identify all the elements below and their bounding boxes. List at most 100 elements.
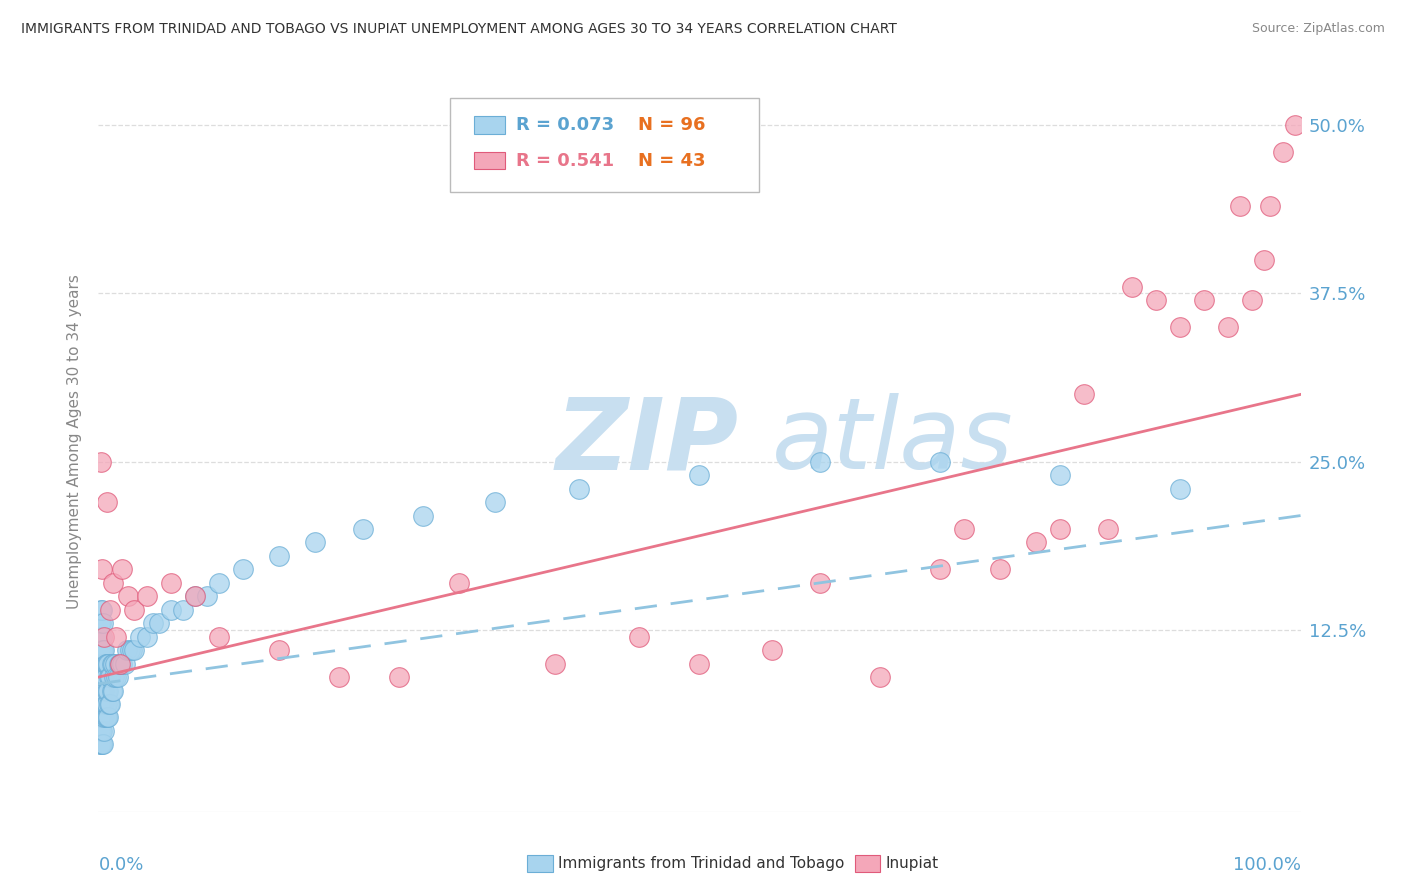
Point: [91, 670, 114, 684]
Point: [568, 482, 591, 496]
Text: Immigrants from Trinidad and Tobago: Immigrants from Trinidad and Tobago: [558, 856, 845, 871]
Point: [808, 455, 831, 469]
Point: [100, 670, 122, 684]
Point: [91, 738, 114, 752]
Point: [89, 616, 111, 631]
Point: [100, 657, 122, 671]
Point: [172, 603, 194, 617]
Point: [90, 683, 112, 698]
Point: [91, 697, 114, 711]
Point: [988, 562, 1011, 576]
Point: [89, 657, 111, 671]
Point: [1170, 320, 1192, 334]
Point: [1194, 293, 1216, 308]
Point: [121, 643, 143, 657]
Point: [118, 643, 141, 657]
Point: [91, 670, 114, 684]
Point: [544, 657, 567, 671]
Text: 100.0%: 100.0%: [1233, 856, 1301, 874]
Point: [100, 683, 122, 698]
Point: [97, 657, 120, 671]
Point: [90, 738, 112, 752]
Point: [105, 670, 128, 684]
Point: [93, 723, 115, 738]
Point: [107, 670, 129, 684]
Text: atlas: atlas: [772, 393, 1014, 490]
Point: [808, 575, 831, 590]
Point: [1121, 279, 1143, 293]
Point: [183, 590, 205, 604]
Point: [1097, 522, 1119, 536]
Point: [135, 630, 157, 644]
Point: [94, 670, 117, 684]
Point: [267, 549, 290, 563]
Point: [124, 603, 146, 617]
Point: [628, 630, 651, 644]
Point: [114, 657, 136, 671]
Point: [91, 710, 114, 724]
Point: [928, 455, 950, 469]
Point: [388, 670, 411, 684]
Point: [208, 575, 231, 590]
Y-axis label: Unemployment Among Ages 30 to 34 years: Unemployment Among Ages 30 to 34 years: [66, 274, 82, 609]
Point: [1170, 482, 1192, 496]
Point: [208, 630, 231, 644]
Point: [412, 508, 434, 523]
Point: [90, 616, 112, 631]
Point: [304, 535, 326, 549]
Point: [1271, 145, 1294, 160]
Point: [267, 643, 290, 657]
Point: [484, 495, 506, 509]
Point: [124, 643, 146, 657]
Text: N = 96: N = 96: [638, 116, 706, 134]
Point: [90, 643, 112, 657]
Point: [89, 630, 111, 644]
Point: [447, 575, 470, 590]
Point: [100, 697, 122, 711]
Point: [101, 683, 124, 698]
Point: [91, 723, 114, 738]
Point: [90, 710, 112, 724]
Point: [89, 670, 111, 684]
Point: [1241, 293, 1264, 308]
Point: [101, 575, 124, 590]
Point: [869, 670, 891, 684]
Point: [91, 657, 114, 671]
Point: [103, 670, 125, 684]
Point: [111, 562, 134, 576]
Point: [328, 670, 350, 684]
Point: [148, 616, 170, 631]
Point: [1253, 252, 1275, 267]
Point: [98, 670, 121, 684]
Point: [159, 603, 181, 617]
Point: [90, 603, 112, 617]
Point: [96, 710, 118, 724]
Point: [1073, 387, 1095, 401]
Point: [1260, 199, 1282, 213]
Point: [688, 657, 710, 671]
Point: [141, 616, 163, 631]
Text: 0.0%: 0.0%: [98, 856, 143, 874]
Point: [93, 670, 115, 684]
Point: [89, 643, 111, 657]
Point: [135, 590, 157, 604]
Point: [89, 697, 111, 711]
Point: [90, 455, 112, 469]
Text: IMMIGRANTS FROM TRINIDAD AND TOBAGO VS INUPIAT UNEMPLOYMENT AMONG AGES 30 TO 34 : IMMIGRANTS FROM TRINIDAD AND TOBAGO VS I…: [21, 22, 897, 37]
Point: [953, 522, 976, 536]
Point: [91, 562, 114, 576]
Point: [1025, 535, 1047, 549]
Point: [108, 657, 131, 671]
Point: [96, 697, 118, 711]
Text: Source: ZipAtlas.com: Source: ZipAtlas.com: [1251, 22, 1385, 36]
Point: [91, 643, 114, 657]
Point: [91, 616, 114, 631]
Text: Inupiat: Inupiat: [886, 856, 939, 871]
Point: [1218, 320, 1240, 334]
Point: [97, 710, 120, 724]
Text: R = 0.073: R = 0.073: [516, 116, 614, 134]
Point: [89, 683, 111, 698]
Point: [195, 590, 218, 604]
Point: [100, 603, 122, 617]
Point: [91, 657, 114, 671]
